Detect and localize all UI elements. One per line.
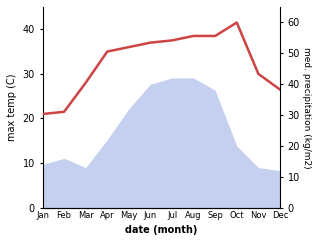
Y-axis label: max temp (C): max temp (C) bbox=[7, 74, 17, 141]
X-axis label: date (month): date (month) bbox=[125, 225, 197, 235]
Y-axis label: med. precipitation (kg/m2): med. precipitation (kg/m2) bbox=[302, 46, 311, 168]
